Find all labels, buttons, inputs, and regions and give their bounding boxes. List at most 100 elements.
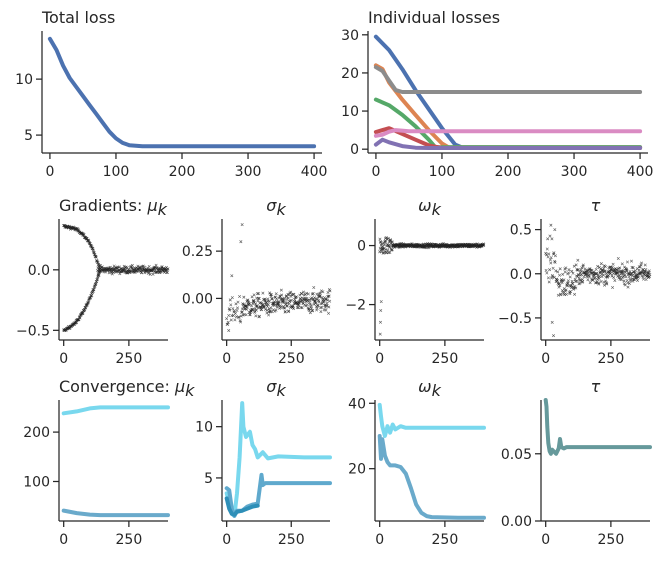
scatter-point <box>565 281 569 285</box>
x-tick-label: 250 <box>598 351 625 367</box>
scatter-point <box>380 242 384 246</box>
scatter-point <box>626 285 630 289</box>
scatter-point <box>319 289 323 293</box>
title-subscript: k <box>432 381 442 400</box>
scatter-point <box>235 306 240 310</box>
scatter-point <box>574 286 578 290</box>
scatter-point <box>553 228 557 232</box>
scatter-point <box>139 269 143 273</box>
chart-title: σk <box>266 196 286 219</box>
y-tick-label: 0.5 <box>510 223 532 239</box>
scatter-point <box>279 305 283 310</box>
scatter-point <box>601 270 605 274</box>
scatter-point <box>228 308 232 312</box>
chart-grad-tau: 0 250 −0.5 0.0 0.5 τ <box>498 196 652 367</box>
scatter-point <box>579 278 583 282</box>
scatter-point <box>312 285 316 289</box>
plot-area <box>544 223 652 338</box>
y-tick-label: 0 <box>357 239 366 255</box>
scatter-point <box>576 258 580 262</box>
x-tick-label: 250 <box>116 351 143 367</box>
y-tick-label: 40 <box>348 396 366 412</box>
scatter-point <box>589 268 593 272</box>
scatter-point <box>247 300 251 304</box>
x-tick-label: 250 <box>116 532 143 548</box>
title-subscript: k <box>185 381 195 400</box>
scatter-point <box>227 313 231 318</box>
scatter-point <box>235 308 239 313</box>
scatter-point <box>97 271 101 275</box>
scatter-point <box>386 243 390 247</box>
y-tick-label: 100 <box>23 474 50 490</box>
chart-title: τ <box>591 196 601 215</box>
chart-title: ωk <box>418 196 441 219</box>
scatter-point <box>74 321 78 325</box>
scatter-point <box>640 261 644 265</box>
y-tick-label: 10 <box>15 72 33 88</box>
scatter-point <box>284 295 288 299</box>
scatter-point <box>641 275 645 279</box>
scatter-point <box>594 267 598 271</box>
x-tick-label: 200 <box>495 164 522 180</box>
scatter-point <box>320 296 324 300</box>
title-symbol: μ <box>146 196 157 215</box>
x-tick-label: 0 <box>59 532 68 548</box>
scatter-point <box>636 275 640 279</box>
scatter-point <box>556 270 560 274</box>
scatter-point <box>125 271 129 275</box>
chart-title: Total loss <box>41 8 115 27</box>
scatter-point <box>564 292 568 296</box>
scatter-point <box>644 268 648 272</box>
scatter-point <box>627 281 631 285</box>
scatter-point <box>254 314 258 318</box>
title-text: Convergence: <box>59 377 175 396</box>
scatter-point <box>439 245 443 249</box>
scatter-point <box>259 308 263 312</box>
x-tick-label: 0 <box>45 164 54 180</box>
scatter-point <box>562 278 566 282</box>
scatter-point <box>548 258 552 262</box>
scatter-point <box>239 240 243 244</box>
scatter-point <box>267 307 271 311</box>
scatter-point <box>574 263 578 267</box>
scatter-point <box>239 320 243 324</box>
scatter-point <box>635 273 639 277</box>
scatter-point <box>581 280 585 284</box>
scatter-point <box>230 296 234 300</box>
scatter-point <box>246 298 250 302</box>
scatter-point <box>318 294 322 298</box>
scatter-point <box>81 311 85 315</box>
title-text: Individual losses <box>368 8 500 27</box>
scatter-point <box>250 304 254 308</box>
scatter-point <box>612 276 616 280</box>
scatter-point <box>230 274 234 278</box>
scatter-point <box>274 308 278 312</box>
scatter-point <box>148 272 152 276</box>
scatter-point <box>564 266 568 270</box>
scatter-point <box>646 273 650 277</box>
scatter-point <box>257 292 261 296</box>
scatter-point <box>568 275 572 279</box>
scatter-point <box>390 240 394 244</box>
scatter-point <box>621 272 625 276</box>
scatter-point <box>624 275 628 279</box>
scatter-point <box>317 300 321 304</box>
scatter-point <box>160 265 164 269</box>
y-tick-label: 0.00 <box>501 514 532 530</box>
plot-area <box>378 236 486 336</box>
scatter-point <box>166 267 170 271</box>
scatter-point <box>581 263 585 267</box>
scatter-point <box>595 271 599 275</box>
scatter-point <box>147 270 151 274</box>
scatter-point <box>561 272 565 276</box>
scatter-point <box>229 303 233 307</box>
scatter-point <box>98 263 102 267</box>
scatter-point <box>228 298 232 302</box>
chart-conv-sigma: 0 250 5 10 σk <box>195 377 332 548</box>
scatter-point <box>575 279 579 283</box>
scatter-point <box>289 290 293 294</box>
scatter-point <box>611 262 615 266</box>
scatter-point <box>251 308 255 312</box>
x-tick-label: 250 <box>432 532 459 548</box>
scatter-point <box>254 308 258 312</box>
